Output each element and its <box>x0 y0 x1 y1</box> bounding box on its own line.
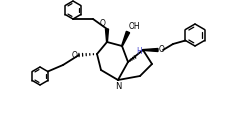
Text: O: O <box>72 51 78 60</box>
Text: N: N <box>114 82 121 91</box>
Polygon shape <box>121 31 129 46</box>
Polygon shape <box>142 49 157 51</box>
Text: H: H <box>135 47 141 56</box>
Text: O: O <box>158 46 164 55</box>
Text: O: O <box>100 19 106 28</box>
Text: OH: OH <box>128 22 140 31</box>
Polygon shape <box>105 29 108 42</box>
